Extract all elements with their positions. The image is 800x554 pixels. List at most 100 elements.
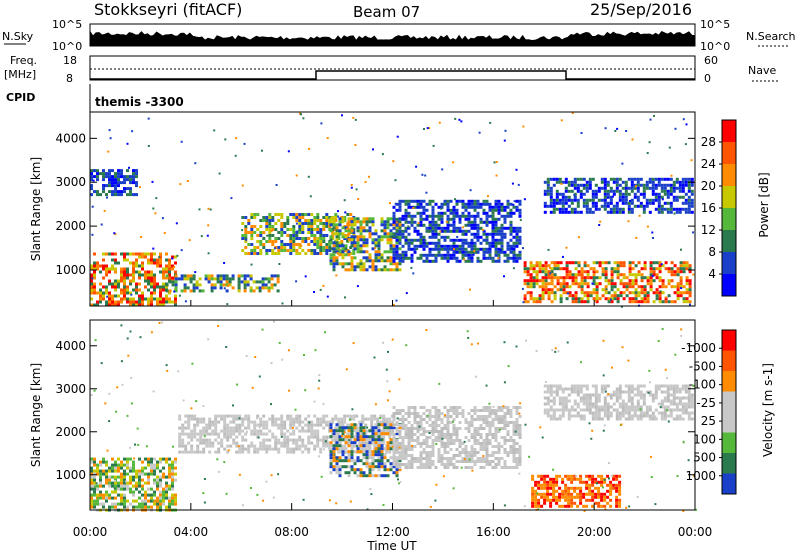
echo-cell (476, 214, 480, 218)
echo-cell (90, 273, 93, 277)
echo-cell (395, 445, 399, 448)
echo-cell (187, 423, 191, 427)
echo-cell (208, 432, 212, 436)
echo-cell (500, 226, 504, 230)
echo-cell (123, 502, 126, 506)
echo-cell (470, 436, 474, 439)
echo-cell (585, 483, 589, 487)
echo-cell (338, 471, 342, 475)
echo-cell (334, 417, 338, 421)
echo-cell (434, 259, 438, 263)
echo-cell (431, 217, 435, 221)
echo-cell (174, 286, 178, 290)
echo-cell (353, 462, 357, 466)
echo-cell (688, 279, 692, 283)
echo-cell (488, 256, 492, 260)
echo-cell (325, 225, 329, 228)
echo-cell (657, 210, 661, 214)
echo-cell (231, 274, 235, 278)
echo-cell (666, 207, 670, 211)
echo-cell (407, 205, 411, 209)
echo-cell (352, 252, 356, 255)
echo-cell (564, 498, 568, 502)
echo-cell (334, 414, 338, 418)
echo-cell (392, 424, 396, 427)
echo-cell (582, 399, 586, 403)
echo-cell (168, 502, 171, 506)
echo-cell (615, 210, 619, 214)
noise-cell (638, 214, 641, 217)
echo-cell (380, 474, 384, 478)
echo-cell (494, 217, 498, 221)
echo-cell (329, 453, 333, 457)
echo-cell (241, 444, 245, 448)
echo-cell (374, 450, 378, 454)
echo-cell (579, 384, 583, 388)
echo-cell (108, 172, 111, 176)
echo-cell (571, 276, 575, 280)
echo-cell (199, 429, 203, 433)
echo-cell (553, 297, 557, 301)
echo-cell (395, 448, 399, 451)
echo-cell (515, 460, 519, 463)
echo-cell (174, 466, 177, 470)
echo-cell (301, 438, 305, 442)
echo-cell (455, 214, 459, 218)
echo-cell (368, 220, 372, 224)
echo-cell (535, 279, 539, 283)
echo-cell (494, 463, 498, 466)
noise-cell (549, 272, 552, 275)
echo-cell (156, 484, 159, 488)
echo-cell (196, 432, 200, 436)
echo-cell (663, 192, 667, 196)
echo-cell (347, 471, 351, 475)
echo-cell (135, 181, 138, 185)
echo-cell (102, 252, 105, 256)
echo-cell (497, 211, 501, 215)
echo-cell (649, 285, 653, 289)
echo-cell (509, 229, 513, 233)
echo-cell (361, 450, 365, 454)
noise-cell (659, 290, 662, 293)
echo-cell (123, 294, 126, 298)
echo-cell (389, 262, 393, 266)
echo-cell (253, 246, 257, 249)
echo-cell (120, 300, 123, 304)
echo-cell (640, 297, 644, 301)
echo-cell (141, 255, 144, 259)
echo-cell (96, 472, 99, 476)
echo-cell (150, 258, 153, 262)
echo-cell (362, 444, 366, 448)
echo-cell (347, 232, 351, 236)
echo-cell (247, 426, 251, 430)
echo-cell (455, 406, 459, 409)
echo-cell (446, 439, 450, 442)
echo-cell (295, 438, 299, 442)
echo-cell (159, 478, 162, 482)
echo-cell (637, 270, 641, 274)
echo-cell (183, 277, 187, 281)
echo-cell (470, 244, 474, 248)
echo-cell (335, 241, 339, 245)
echo-cell (666, 210, 670, 214)
echo-cell (631, 300, 635, 304)
echo-cell (615, 186, 619, 190)
echo-cell (428, 247, 432, 251)
echo-cell (129, 261, 132, 265)
echo-cell (585, 396, 589, 400)
echo-cell (503, 220, 507, 224)
echo-cell (660, 207, 664, 211)
echo-cell (648, 210, 652, 214)
echo-cell (687, 186, 691, 190)
echo-cell (642, 183, 646, 187)
echo-cell (580, 279, 584, 283)
echo-cell (338, 444, 342, 448)
echo-cell (615, 204, 619, 208)
echo-cell (488, 244, 492, 248)
power-colorbar-label: Power [dB] (757, 172, 771, 237)
noise-cell (180, 140, 183, 143)
echo-cell (657, 177, 661, 181)
echo-cell (162, 502, 165, 506)
echo-cell (231, 286, 235, 290)
echo-cell (398, 220, 402, 224)
